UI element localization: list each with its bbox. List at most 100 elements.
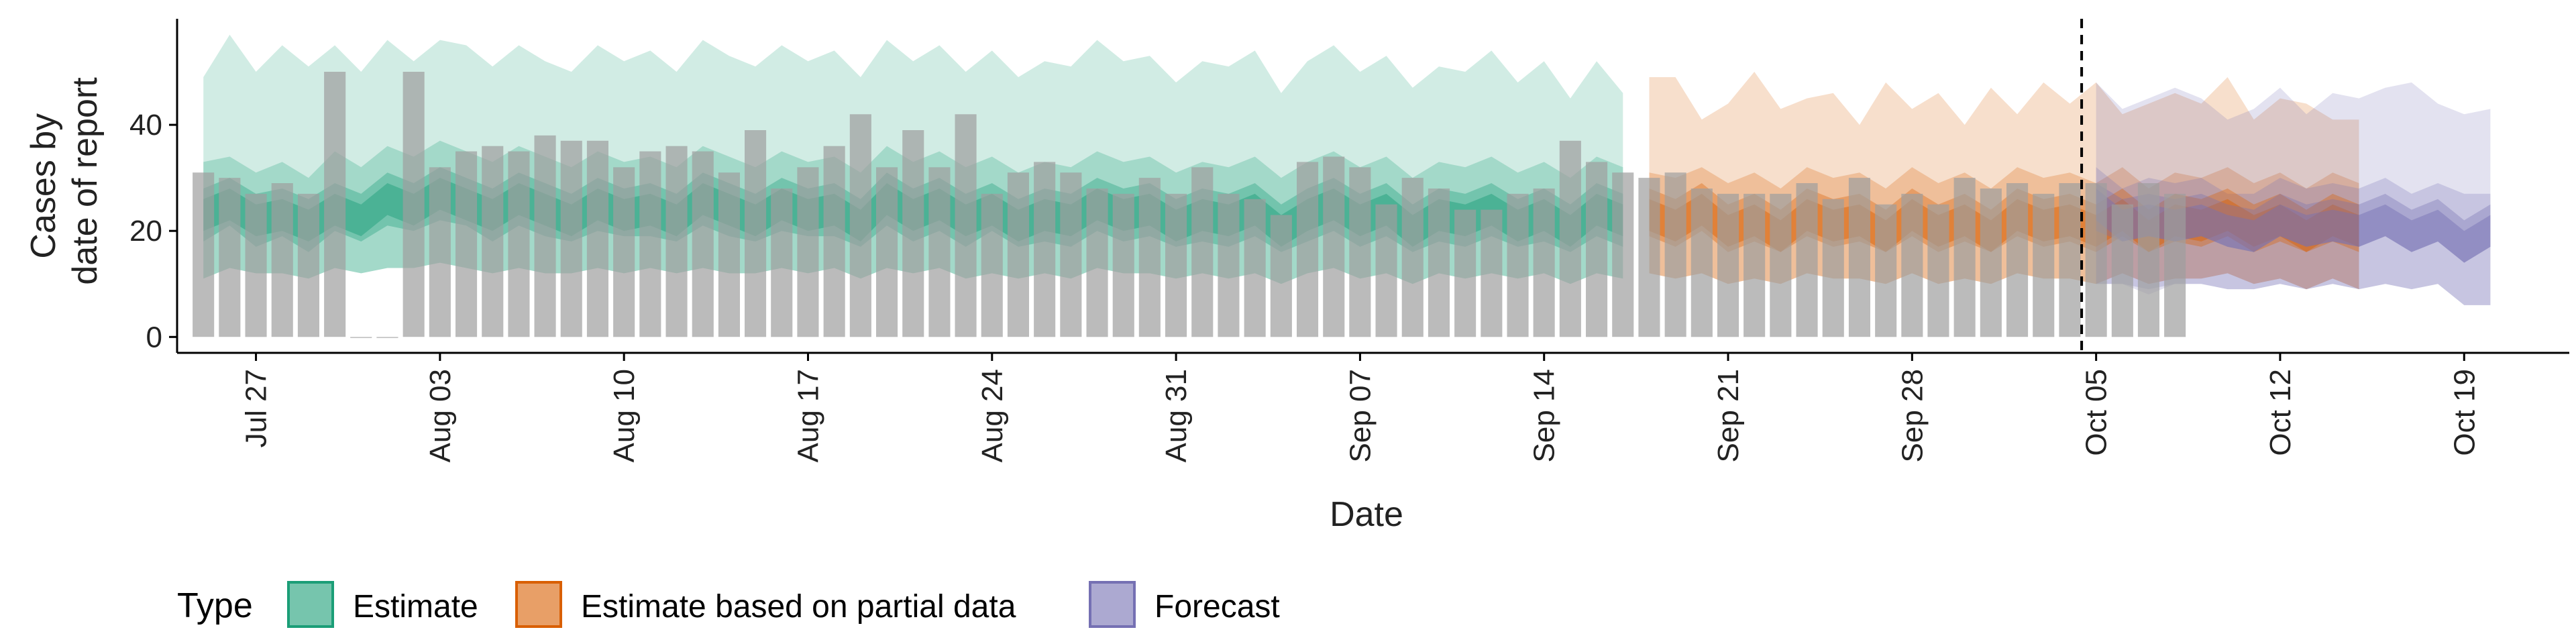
reported-case-bar [534, 135, 556, 337]
reported-case-bar [1612, 172, 1634, 337]
reported-case-bar [1034, 162, 1056, 337]
x-tick-label: Aug 31 [1160, 369, 1193, 462]
reported-case-bar [2006, 183, 2029, 337]
x-tick-label: Sep 14 [1528, 369, 1561, 462]
reported-case-bar [586, 140, 608, 337]
y-axis-label: Cases by date of report [24, 77, 105, 285]
reported-case-bar [1664, 172, 1686, 337]
reported-case-bar [718, 172, 740, 337]
reported-case-bar [1297, 162, 1319, 337]
reported-case-bar [429, 167, 451, 337]
reported-case-bar [2085, 183, 2107, 337]
reported-case-bar [2111, 204, 2133, 337]
reported-case-bar [1953, 178, 1976, 337]
reported-case-bar [508, 151, 530, 337]
x-tick-label: Aug 03 [424, 369, 457, 462]
reported-case-bar [1270, 215, 1292, 337]
reported-case-bar [1323, 156, 1345, 337]
legend: Type Estimate Estimate based on partial d… [177, 581, 1280, 628]
reported-case-bar [1191, 167, 1214, 337]
x-tick-label: Aug 24 [976, 369, 1009, 462]
reported-case-bar [193, 172, 215, 337]
reported-case-bar [1717, 193, 1739, 337]
reported-case-bar [955, 114, 977, 337]
reported-case-bar [1875, 204, 1897, 337]
forecast-outer-band [2096, 82, 2491, 305]
reported-case-bar [1138, 178, 1161, 337]
reported-case-bar [1927, 204, 1949, 337]
reported-case-bar [1980, 189, 2002, 337]
reported-case-bar [1901, 193, 1923, 337]
reported-case-bar [692, 151, 714, 337]
legend-label-estimate: Estimate [353, 589, 478, 625]
reported-case-bar [1244, 199, 1266, 337]
legend-items: Estimate Estimate based on partial data Fo… [287, 581, 1280, 628]
x-axis-label: Date [1330, 495, 1403, 534]
x-tick-label: Sep 07 [1344, 369, 1377, 462]
reported-case-bar [482, 146, 504, 337]
reported-case-bar [2059, 183, 2081, 337]
reported-case-bar [1165, 193, 1187, 337]
legend-swatch-estimate-based-on-partial-data [515, 581, 562, 628]
reported-case-bar [745, 130, 767, 337]
reported-case-bar [1401, 178, 1424, 337]
reported-case-bar [981, 193, 1003, 337]
reported-case-bar [402, 72, 425, 337]
forecast-50-band [2096, 183, 2491, 263]
y-tick-label: 0 [146, 321, 162, 354]
reported-case-bar [1690, 189, 1713, 337]
reported-case-bar [613, 167, 635, 337]
y-tick-label: 40 [129, 109, 162, 142]
legend-swatch-estimate [287, 581, 334, 628]
reported-case-bar [1481, 209, 1503, 337]
reported-case-bar [297, 193, 319, 337]
reported-case-bar [1743, 193, 1766, 337]
reported-case-bar [1112, 193, 1134, 337]
legend-label-estimate-based-on-partial-data: Estimate based on partial data [581, 589, 1016, 625]
y-tick-label: 20 [129, 215, 162, 248]
reported-case-bar [350, 337, 372, 338]
reported-case-bar [928, 167, 951, 337]
y-axis-label-line-1: Cases by [24, 113, 63, 259]
x-tick-label: Oct 12 [2264, 369, 2297, 456]
reported-case-bar [797, 167, 819, 337]
reported-case-bar [271, 183, 293, 337]
y-axis-label-line-2: date of report [66, 77, 105, 285]
x-tick-label: Sep 28 [1896, 369, 1929, 462]
reported-case-bar [1848, 178, 1870, 337]
reported-case-bar [245, 193, 267, 337]
reported-case-bar [455, 151, 478, 337]
y-axis-ticks: 0 20 40 [129, 109, 177, 354]
x-axis-ticks: Jul 27 Aug 03 Aug 10 Aug 17 Aug 24 Aug 31 Sep … [240, 353, 2481, 462]
reported-case-bar [1086, 189, 1108, 337]
forecast-90-band [2096, 167, 2491, 305]
reported-case-bar [1507, 193, 1529, 337]
reported-case-bar [2164, 193, 2186, 337]
reported-case-bar [1822, 199, 1844, 337]
reported-case-bar [1454, 209, 1477, 337]
reported-case-bars [193, 72, 2186, 338]
reported-case-bar [1770, 193, 1792, 337]
reported-case-bar [324, 72, 346, 337]
reported-case-bar [219, 178, 241, 337]
reported-case-bar [665, 146, 688, 337]
x-tick-label: Aug 10 [608, 369, 641, 462]
x-tick-label: Jul 27 [240, 369, 273, 447]
reported-case-bar [2137, 183, 2159, 337]
reported-case-bar [1349, 167, 1371, 337]
reported-case-bar [1060, 172, 1082, 337]
reported-case-bar [1586, 162, 1608, 337]
reported-case-bar [849, 114, 871, 337]
reported-case-bar [1218, 193, 1240, 337]
reported-case-bar [876, 167, 898, 337]
reported-case-bar [1796, 183, 1818, 337]
reported-case-bar [1428, 189, 1450, 337]
reported-case-bar [823, 146, 845, 337]
reported-case-bar [1559, 140, 1581, 337]
x-tick-label: Sep 21 [1712, 369, 1745, 462]
reported-case-bar [376, 337, 398, 338]
x-tick-label: Oct 19 [2448, 369, 2481, 456]
legend-swatch-forecast [1089, 581, 1136, 628]
reported-case-bar [1638, 178, 1660, 337]
